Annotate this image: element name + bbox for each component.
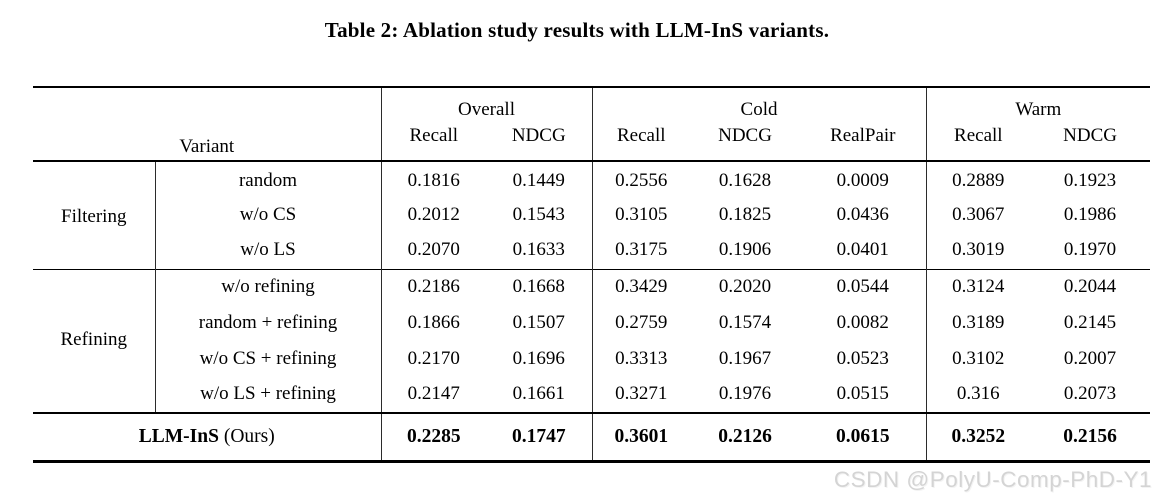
value-cell: 0.1986: [1063, 203, 1117, 225]
ours-name-rest: (Ours): [218, 426, 275, 448]
variant-cell: w/o refining: [155, 268, 381, 305]
col-header-overall-recall: Recall: [380, 123, 486, 162]
csdn-watermark: CSDN @PolyU-Comp-PhD-Y1: [833, 467, 1152, 492]
value-cell: 0.2186: [380, 268, 486, 305]
value-cell: 0.0082: [836, 311, 889, 333]
value-cell: 0.1507: [512, 311, 565, 333]
value-cell: 0.0009: [836, 170, 889, 192]
table-row: Filtering random 0.1816 0.1449 0.2556 0.…: [33, 161, 1150, 269]
value-cell: 0.1633: [512, 239, 565, 261]
value-cell: 0.0615: [800, 412, 927, 463]
value-cell: 0.1543: [512, 203, 565, 225]
table-row: Refining w/o refining 0.2186 0.1668 0.34…: [33, 268, 1151, 413]
value-cell: 0.1449: [512, 170, 565, 192]
value-cell: 0.2285: [380, 412, 486, 463]
value-cell: 0.1696: [512, 347, 565, 369]
value-cell: 0.3313: [591, 341, 691, 377]
value-cell: 0.3019: [925, 233, 1031, 269]
group-refining: Refining w/o refining 0.2186 0.1668 0.34…: [33, 268, 1151, 413]
value-cell: 0.1628: [718, 170, 772, 192]
value-cell: 0.0436: [836, 203, 889, 225]
value-cell: 0.2070: [380, 233, 486, 269]
value-cell: 0.1906: [718, 239, 772, 261]
group-label-filtering: Filtering: [33, 161, 156, 269]
value-cell: 0.2147: [380, 377, 486, 413]
col-header-warm-recall: Recall: [925, 123, 1031, 162]
variant-cell: random: [238, 170, 298, 192]
value-cell: 0.3105: [591, 197, 691, 233]
value-cell: 0.2556: [591, 161, 691, 197]
value-cell: 0.3102: [925, 341, 1031, 377]
value-cell: 0.3124: [925, 268, 1031, 305]
value-cell: 0.3429: [591, 268, 691, 305]
value-cell: 0.2007: [1063, 347, 1117, 369]
value-cell: 0.2170: [380, 341, 486, 377]
table-caption: Table 2: Ablation study results with LLM…: [324, 18, 830, 42]
group-label-refining: Refining: [33, 268, 156, 413]
table-row: w/o CS + refining 0.2170 0.1696 0.3313 0…: [33, 341, 1150, 377]
header-row-groups: Variant Overall Cold Warm: [33, 86, 1151, 162]
variant-cell: w/o CS + refining: [199, 347, 337, 369]
variant-cell: w/o LS: [240, 239, 296, 261]
table-row: w/o CS 0.2012 0.1543 0.3105 0.1825 0.043…: [33, 197, 1150, 233]
col-group-warm: Warm: [925, 86, 1151, 123]
ours-name-bold: LLM-InS: [138, 426, 219, 448]
value-cell: 0.316: [925, 377, 1031, 413]
header-row-metrics: Recall NDCG Recall NDCG RealPair Recall …: [33, 123, 1151, 162]
col-header-variant: Variant: [33, 86, 381, 162]
col-header-cold-ndcg: NDCG: [690, 123, 801, 162]
value-cell: 0.1668: [486, 268, 593, 305]
col-header-overall-ndcg: NDCG: [486, 123, 593, 162]
value-cell: 0.2044: [1030, 268, 1151, 305]
value-cell: 0.2073: [1063, 383, 1117, 405]
col-header-cold-realpair: RealPair: [800, 123, 927, 162]
ours-name-cell: LLM-InS (Ours): [33, 412, 381, 463]
ablation-results-table: Variant Overall Cold Warm Recall NDCG Re…: [33, 86, 1151, 463]
group-ours: LLM-InS (Ours) 0.2285 0.1747 0.3601 0.21…: [33, 412, 1151, 463]
variant-cell: random + refining: [198, 311, 338, 333]
value-cell: 0.2145: [1063, 311, 1117, 333]
table-row: w/o LS 0.2070 0.1633 0.3175 0.1906 0.040…: [33, 233, 1150, 269]
col-header-cold-recall: Recall: [591, 123, 691, 162]
value-cell: 0.3067: [925, 197, 1031, 233]
col-header-warm-ndcg: NDCG: [1030, 123, 1151, 162]
value-cell: 0.0544: [800, 268, 927, 305]
value-cell: 0.3601: [591, 412, 691, 463]
col-group-overall: Overall: [380, 86, 593, 123]
variant-cell: w/o CS: [239, 203, 297, 225]
variant-cell: w/o LS + refining: [200, 383, 336, 405]
value-cell: 0.3271: [591, 377, 691, 413]
value-cell: 0.2012: [380, 197, 486, 233]
value-cell: 0.3252: [925, 412, 1031, 463]
value-cell: 0.1574: [718, 311, 772, 333]
table-row: w/o LS + refining 0.2147 0.1661 0.3271 0…: [33, 377, 1150, 413]
value-cell: 0.2889: [925, 161, 1031, 197]
table-row: random + refining 0.1866 0.1507 0.2759 0…: [33, 305, 1150, 341]
value-cell: 0.1825: [718, 203, 772, 225]
value-cell: 0.1661: [512, 383, 565, 405]
value-cell: 0.1967: [718, 347, 772, 369]
group-filtering: Filtering random 0.1816 0.1449 0.2556 0.…: [33, 161, 1150, 269]
value-cell: 0.1970: [1063, 239, 1117, 261]
value-cell: 0.0515: [836, 383, 889, 405]
value-cell: 0.2156: [1030, 412, 1151, 463]
value-cell: 0.2020: [690, 268, 801, 305]
table-header: Variant Overall Cold Warm Recall NDCG Re…: [33, 86, 1151, 162]
value-cell: 0.1923: [1063, 170, 1117, 192]
ours-row: LLM-InS (Ours) 0.2285 0.1747 0.3601 0.21…: [33, 412, 1151, 463]
value-cell: 0.2759: [591, 305, 691, 341]
value-cell: 0.3189: [925, 305, 1031, 341]
value-cell: 0.0401: [836, 239, 889, 261]
value-cell: 0.1747: [486, 412, 593, 463]
value-cell: 0.3175: [591, 233, 691, 269]
value-cell: 0.1816: [380, 161, 486, 197]
value-cell: 0.1976: [718, 383, 772, 405]
value-cell: 0.1866: [380, 305, 486, 341]
value-cell: 0.0523: [836, 347, 889, 369]
col-group-cold: Cold: [591, 86, 927, 123]
value-cell: 0.2126: [690, 412, 801, 463]
